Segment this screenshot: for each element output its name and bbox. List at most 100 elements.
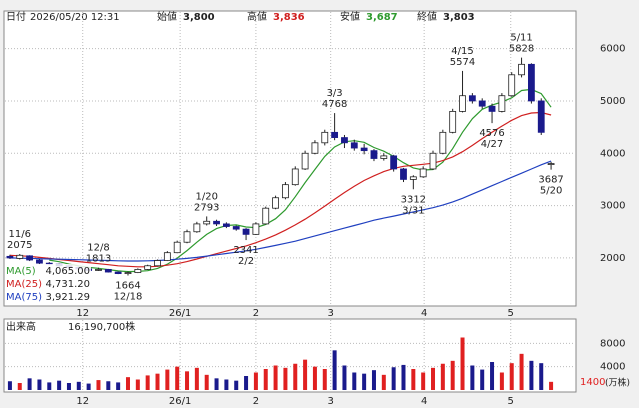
volume-bar (539, 363, 544, 390)
x-tick-label: 3 (327, 396, 333, 407)
price-panel (3, 10, 577, 307)
candle-body (6, 255, 14, 259)
x-tick-label: 4 (421, 308, 427, 319)
header-label: 高値 (247, 10, 267, 23)
volume-bar (490, 362, 495, 390)
volume-bar (431, 367, 436, 390)
annotation-date: 12/8 (87, 243, 109, 254)
annotation-value: 3312 (401, 194, 426, 205)
candle-body (154, 260, 161, 267)
volume-bar (27, 378, 32, 390)
candle-body (350, 142, 358, 149)
header-date: 2026/05/20 12:31 (30, 12, 120, 23)
volume-bar (332, 350, 337, 390)
volume-bar (204, 374, 209, 390)
volume-bar (194, 367, 199, 390)
volume-bar (303, 359, 308, 390)
candle-body (409, 176, 417, 180)
volume-bar (57, 380, 62, 390)
volume-bar (283, 367, 288, 390)
ma-line (9, 111, 552, 268)
candle-body (459, 95, 466, 112)
candle-body (360, 147, 368, 152)
candle-body (282, 184, 289, 199)
annotation-date: 3/3 (327, 88, 343, 99)
x-tick-label: 2 (253, 308, 259, 319)
y-tick-label: 6000 (600, 44, 625, 55)
volume-bar (371, 370, 376, 390)
legend-name: MA(75) (6, 292, 42, 303)
legend-box (5, 264, 91, 305)
candle-body (518, 63, 525, 76)
volume-bar (106, 381, 111, 390)
volume-bar (253, 372, 258, 390)
candle-body (380, 155, 388, 159)
candle-body (242, 228, 250, 235)
volume-title: 出来高 (6, 320, 36, 333)
volume-bar (509, 363, 514, 390)
candle-body (419, 168, 427, 178)
legend-name: MA(25) (6, 279, 42, 290)
candle-body (163, 252, 171, 261)
volume-bar (549, 381, 554, 390)
volume-bar (499, 372, 504, 390)
annotation-date: 1/20 (195, 191, 217, 202)
candle-body (114, 271, 122, 275)
y-tick-label: 4000 (600, 148, 625, 159)
annotation-date: 5/11 (510, 33, 532, 44)
header-low: 3,687 (366, 12, 398, 23)
volume-bar (17, 383, 22, 390)
candle-body (547, 163, 555, 165)
annotation-date: 2/2 (238, 256, 254, 267)
annotation-date: 12/18 (114, 291, 143, 302)
candle-body (291, 168, 299, 186)
candle-body (400, 168, 407, 180)
volume-bar (125, 377, 130, 390)
volume-bar (322, 369, 327, 390)
y-tick-label: 2000 (600, 253, 625, 264)
volume-bar (86, 383, 91, 390)
volume-bar (135, 379, 140, 390)
annotation-value: 2075 (7, 240, 32, 251)
volume-bar (411, 369, 416, 390)
x-tick-label: 26/1 (169, 396, 191, 407)
header-high: 3,836 (273, 12, 305, 23)
candle-body (537, 100, 545, 133)
y-tick-label: 5000 (600, 96, 625, 107)
header-close: 3,803 (443, 12, 475, 23)
candle-body (232, 226, 240, 230)
candle-body (498, 95, 506, 112)
candle-body (528, 63, 535, 102)
candle-body (439, 131, 447, 154)
x-tick-label: 2 (253, 396, 259, 407)
candle-body (213, 220, 220, 225)
candle-body (252, 223, 260, 235)
header-label: 終値 (417, 10, 437, 23)
volume-bar (362, 373, 367, 390)
volume-bar (175, 366, 180, 390)
candle-body (203, 220, 211, 225)
volume-tick-label: 4000 (600, 362, 625, 373)
volume-bar (185, 371, 190, 390)
candle-body (16, 254, 24, 259)
candle-body (390, 155, 398, 170)
volume-bar (312, 366, 317, 390)
candle-body (311, 142, 319, 154)
annotation-date: 4/27 (481, 139, 503, 150)
annotation-value: 1664 (115, 280, 140, 291)
volume-total: 16,190,700株 (68, 320, 135, 333)
volume-bar (96, 380, 101, 390)
candle-body (173, 241, 181, 254)
candle-body (488, 105, 496, 112)
annotation-date: 4/15 (451, 46, 473, 57)
candle-body (321, 131, 329, 144)
volume-bar (470, 365, 475, 390)
volume-bar (66, 383, 71, 390)
volume-tick-label: 8000 (600, 338, 625, 349)
candle-body (331, 131, 339, 138)
x-tick-label: 26/1 (169, 308, 191, 319)
annotation-date: 11/6 (9, 229, 31, 240)
candle-body (508, 74, 516, 97)
annotation-value: 2341 (233, 245, 258, 256)
